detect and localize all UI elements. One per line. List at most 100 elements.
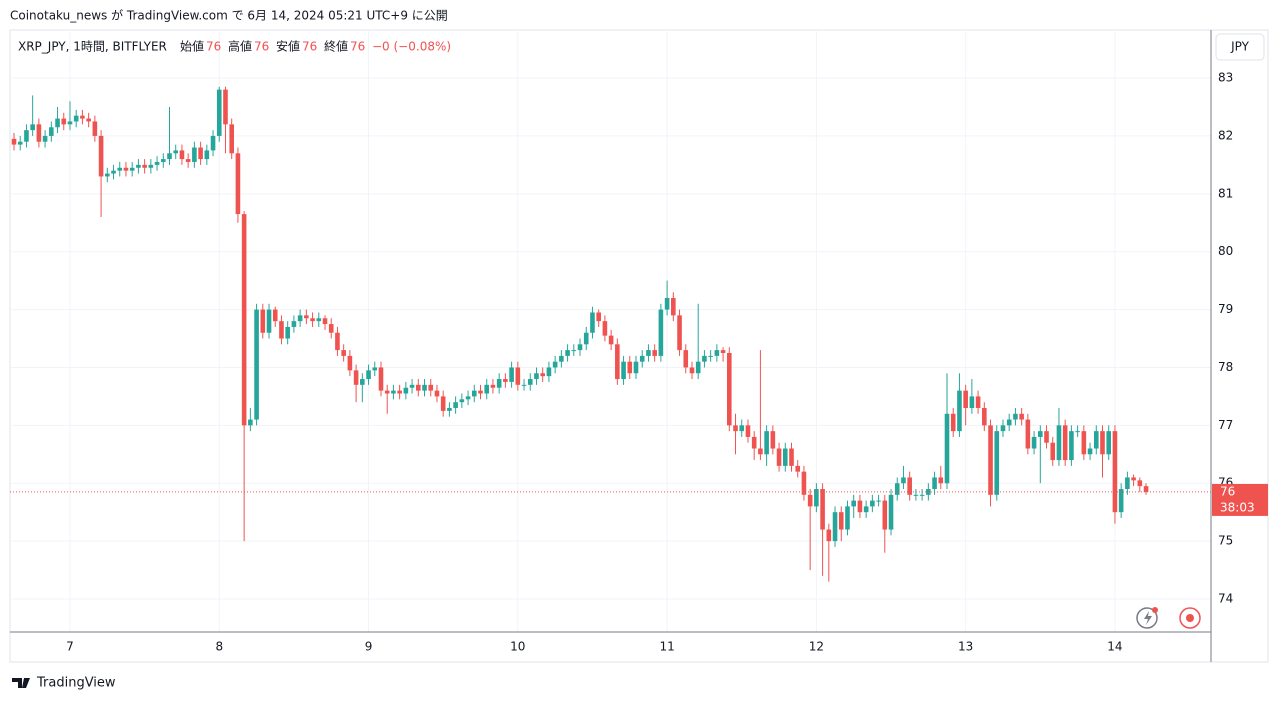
candle-body <box>148 164 154 168</box>
candle-body <box>24 130 29 142</box>
candle-body <box>776 448 782 466</box>
candle-body <box>758 448 763 455</box>
candle-body <box>583 332 589 345</box>
candle-body <box>950 413 956 432</box>
candle-body <box>434 390 440 397</box>
candle-body <box>192 147 197 162</box>
candle-body <box>801 471 807 495</box>
currency[interactable]: JPY <box>1230 40 1250 54</box>
candle-body <box>590 312 595 333</box>
candle-body <box>453 402 458 408</box>
candle-body <box>994 431 1000 495</box>
x-tick-label: 11 <box>659 640 674 654</box>
candle-body <box>975 396 981 408</box>
candle-body <box>851 500 856 507</box>
candle-body <box>55 118 60 128</box>
footer-brand: TradingView <box>36 676 116 691</box>
candle-body <box>1062 425 1068 461</box>
x-tick-label: 7 <box>66 640 74 654</box>
candle-body <box>416 384 421 391</box>
record-dot <box>1186 614 1194 622</box>
candle-body <box>559 355 564 362</box>
candle-body <box>1075 431 1080 433</box>
candle-body <box>608 335 614 345</box>
candle-body <box>727 352 732 426</box>
candle-body <box>322 318 328 325</box>
candle-body <box>720 350 726 353</box>
lightning-icon[interactable] <box>1136 607 1158 629</box>
candle-body <box>185 159 191 162</box>
open-value: 76 <box>206 40 221 54</box>
high-label: 高値 <box>228 39 252 54</box>
candle-body <box>1137 480 1143 487</box>
low-label: 安値 <box>276 39 300 54</box>
candle-body <box>391 390 396 394</box>
candle-body <box>988 425 993 495</box>
candle-body <box>633 361 639 374</box>
candle-body <box>795 465 801 472</box>
x-tick-label: 14 <box>1107 640 1122 654</box>
candle-body <box>689 367 695 374</box>
candle-body <box>248 419 253 426</box>
candle-body <box>888 494 894 530</box>
candle-body <box>882 500 888 530</box>
candle-body <box>1118 489 1124 513</box>
candle-body <box>447 407 452 411</box>
candle-body <box>733 425 738 432</box>
frame <box>9 29 1269 663</box>
candle-body <box>1000 425 1006 432</box>
candle-body <box>627 361 633 374</box>
candle-body <box>216 89 222 136</box>
candle-body <box>496 379 502 388</box>
record-icon[interactable] <box>1179 607 1201 629</box>
candle-body <box>1131 477 1136 481</box>
candle-body <box>1025 419 1031 449</box>
candle-body <box>328 324 334 333</box>
candle-body <box>621 361 626 380</box>
close-label: 終値 <box>324 39 348 54</box>
candle-body <box>372 367 378 371</box>
candle-body <box>1038 431 1043 437</box>
candle-body <box>596 312 601 322</box>
countdown: 38:03 <box>1220 500 1255 514</box>
candle-body <box>428 384 434 391</box>
candle-body <box>1013 413 1018 420</box>
candle-body <box>1031 436 1037 449</box>
candle-body <box>615 344 620 380</box>
candle-body <box>198 147 203 160</box>
candle-body <box>478 390 483 394</box>
candle-body <box>49 127 54 136</box>
candle-body <box>17 141 23 145</box>
candle-body <box>527 379 533 385</box>
candle-body <box>223 89 228 125</box>
candle-body <box>279 321 284 339</box>
candle-body <box>471 390 477 397</box>
currency-button[interactable] <box>1215 33 1265 61</box>
candle-body <box>1081 431 1087 455</box>
candle-body <box>602 321 608 336</box>
candle-body <box>440 396 446 411</box>
candle-body <box>73 115 79 122</box>
candle-body <box>1125 477 1130 490</box>
open-label: 始値 <box>180 39 204 54</box>
candle-body <box>826 529 832 542</box>
candle-body <box>154 161 160 165</box>
candle-body <box>764 431 769 455</box>
low-value: 76 <box>302 40 317 54</box>
candle-body <box>932 477 937 490</box>
candle-body <box>1050 442 1056 461</box>
candle-body <box>179 150 185 160</box>
y-tick-label: 78 <box>1218 360 1233 374</box>
candle-body <box>36 124 42 142</box>
candle-body <box>360 379 365 385</box>
candle-body <box>515 367 521 385</box>
candle-body <box>1006 419 1012 426</box>
x-tick-label: 13 <box>958 640 973 654</box>
candle-body <box>552 361 558 368</box>
candle-body <box>695 361 701 374</box>
candle-body <box>347 355 353 371</box>
candle-body <box>353 370 359 385</box>
candle-body <box>540 373 545 377</box>
candle-body <box>1056 425 1062 461</box>
candle-body <box>98 135 104 177</box>
